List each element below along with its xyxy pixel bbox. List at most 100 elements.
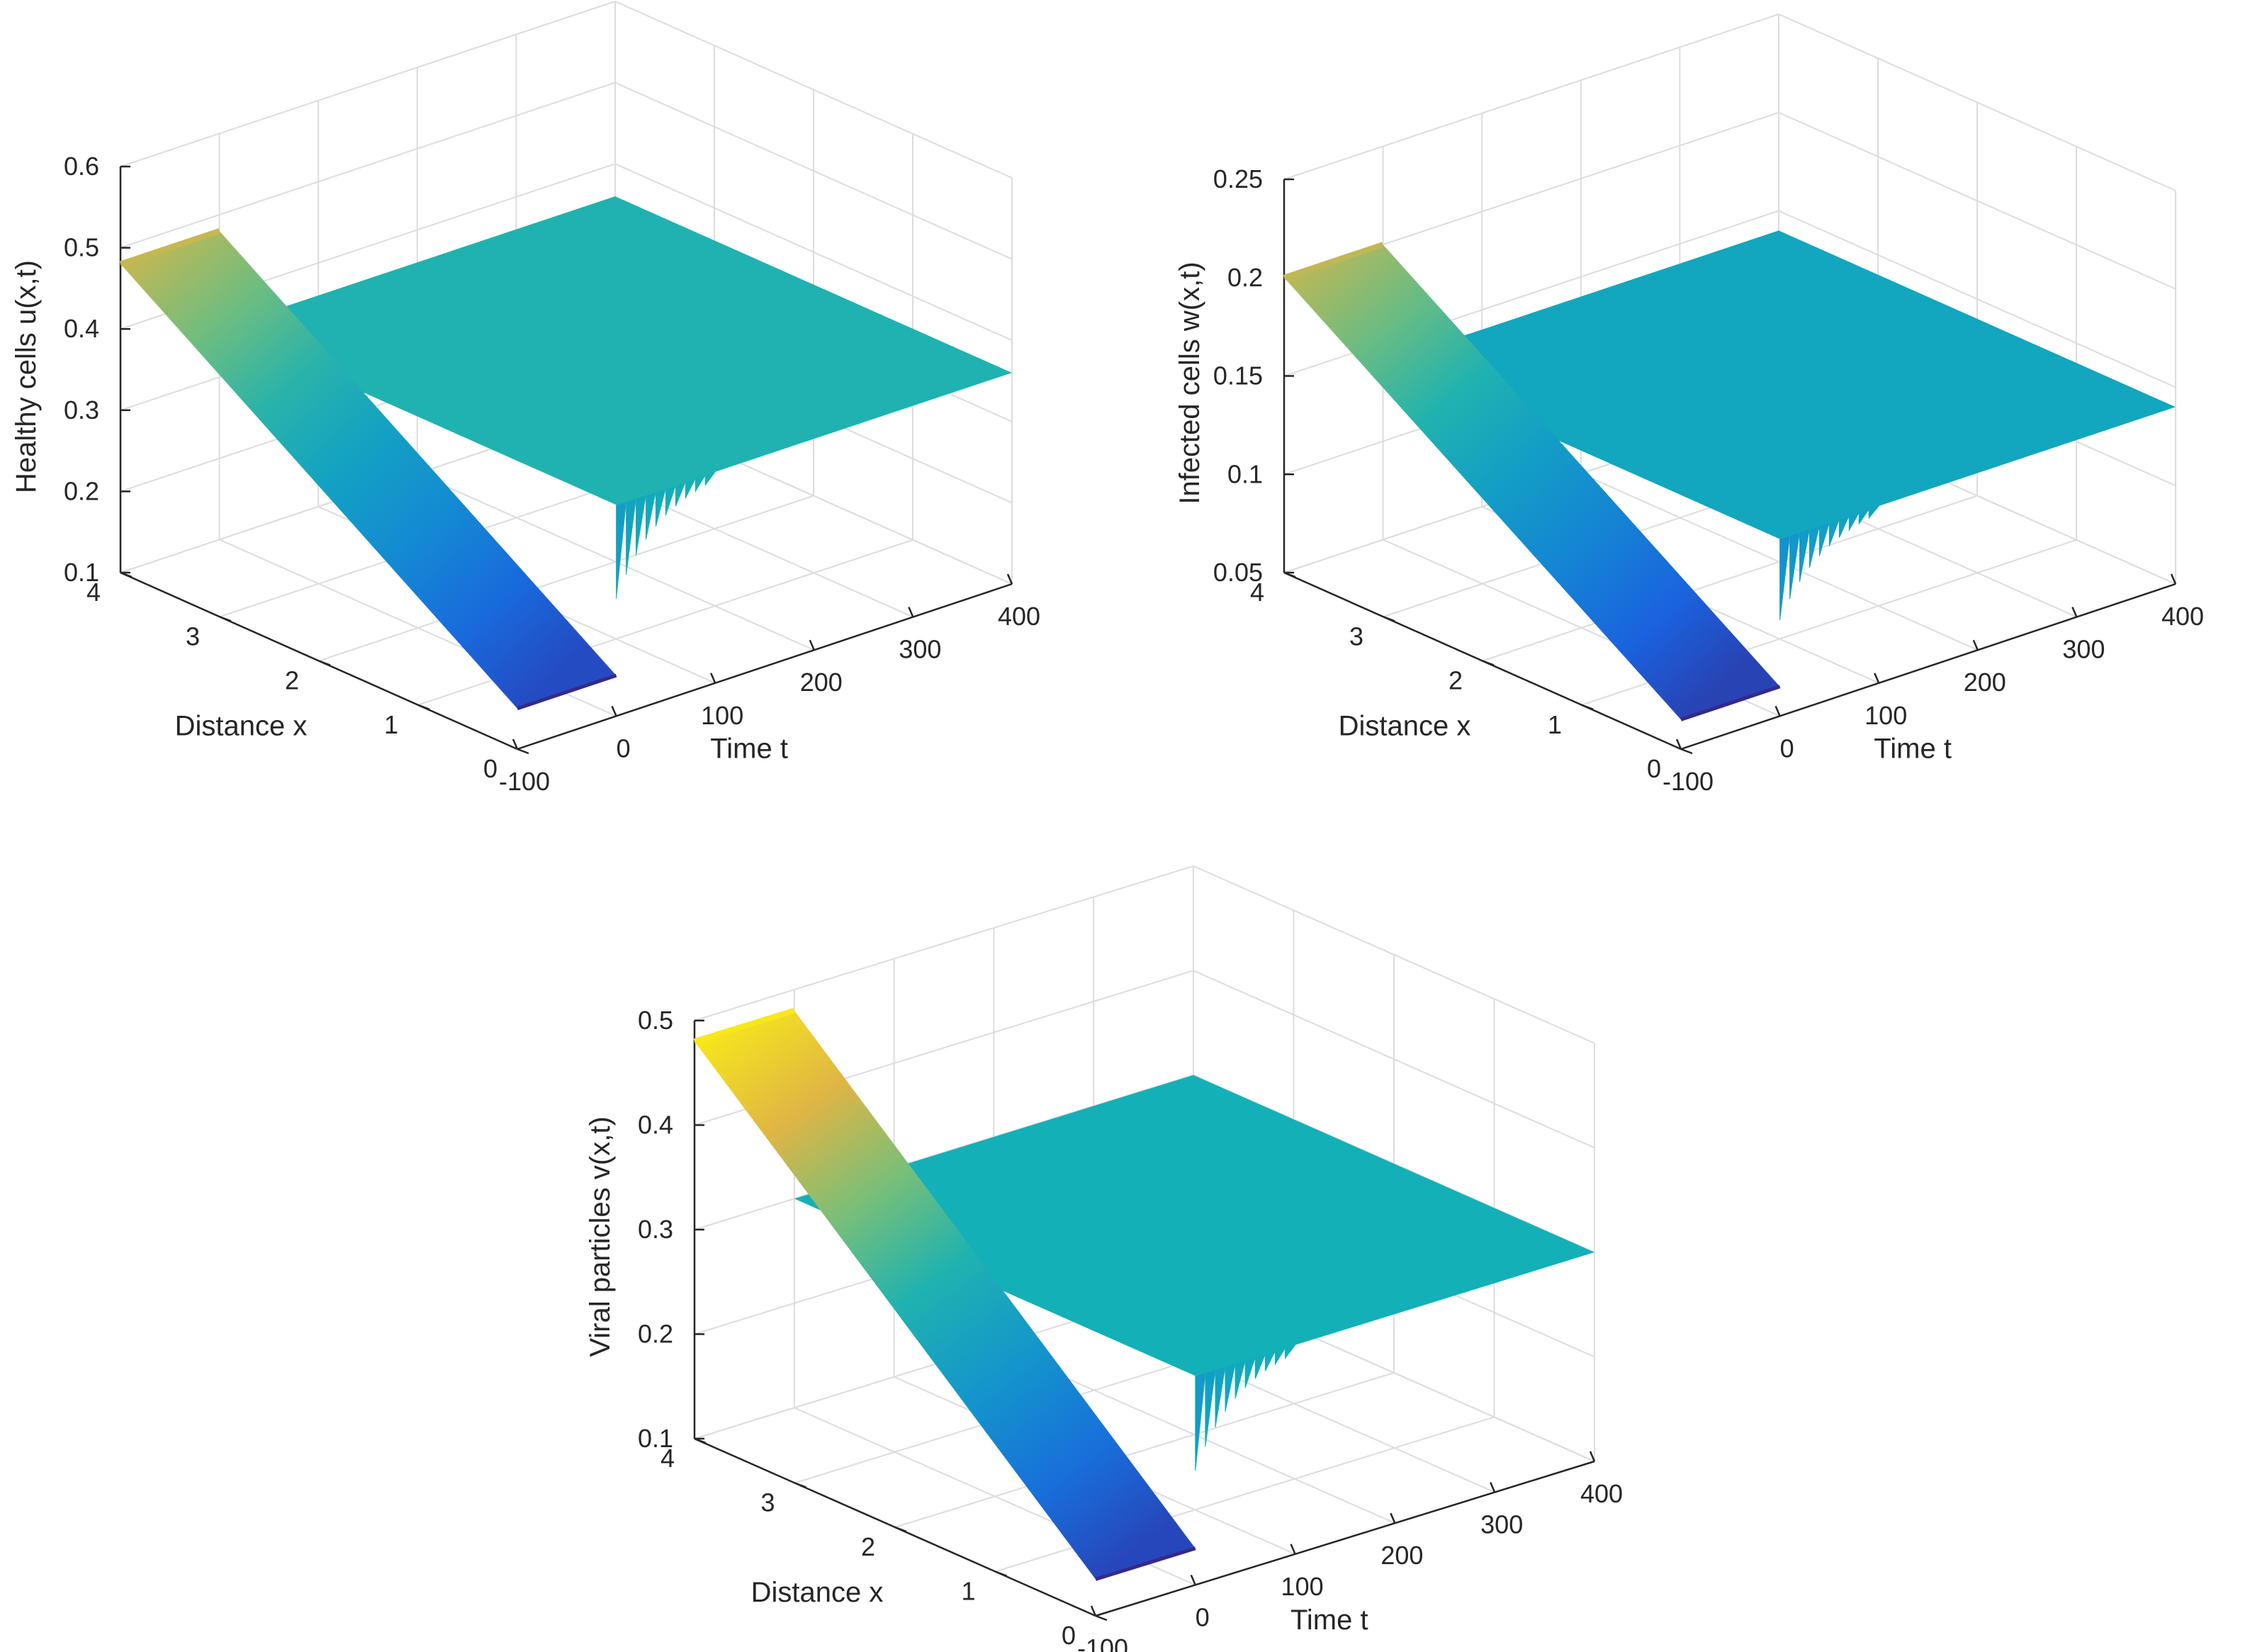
z-tick-label: 0.2 <box>638 1320 673 1349</box>
tick-mark <box>1972 639 1979 651</box>
z-tick-label: 0.15 <box>1213 361 1263 390</box>
x-tick-label: 3 <box>186 622 200 651</box>
oscillation-tooth <box>1215 1366 1226 1428</box>
t-tick-label: 100 <box>1864 701 1907 730</box>
oscillation-tooth <box>694 474 707 493</box>
surface <box>1283 230 2176 721</box>
oscillation-tooth <box>1234 1359 1246 1399</box>
tick-mark <box>1874 673 1880 684</box>
x-tick-label: 3 <box>1349 622 1363 651</box>
x-tick-label: 0 <box>1647 754 1661 783</box>
x-tick-label: 1 <box>1548 710 1562 739</box>
t-axis-label: Time t <box>1874 733 1952 764</box>
oscillation-tooth <box>1799 528 1811 583</box>
t-tick-label: -100 <box>499 767 550 796</box>
t-axis-label: Time t <box>1290 1605 1368 1636</box>
z-tick-label: 0.1 <box>64 558 99 587</box>
x-tick-label: 2 <box>861 1532 875 1561</box>
z-tick-label: 0.1 <box>1227 459 1263 488</box>
z-tick-label: 0.5 <box>64 233 99 262</box>
grid-line <box>1778 13 2176 191</box>
z-tick-label: 0.25 <box>1213 164 1263 193</box>
x-tick-label: 1 <box>961 1577 975 1606</box>
oscillation-tooth <box>1858 508 1870 525</box>
z-tick-label: 0.3 <box>64 395 99 425</box>
pre-transition-surface <box>120 230 617 709</box>
x-tick-label: 2 <box>1449 666 1463 695</box>
oscillation-tooth <box>685 478 697 499</box>
oscillation-tooth <box>1285 1344 1296 1359</box>
tick-mark <box>1383 616 1395 622</box>
z-tick-label: 0.2 <box>64 476 99 505</box>
t-tick-label: 300 <box>1480 1510 1523 1539</box>
x-axis-label: Distance x <box>751 1577 884 1608</box>
t-tick-label: 0 <box>617 734 631 763</box>
grid-line <box>694 865 1194 1021</box>
tick-mark <box>1680 748 1693 755</box>
tick-mark <box>995 1570 1007 1577</box>
t-tick-labels: -100 0 100 200 300 400 <box>1077 1479 1623 1652</box>
z-axis-label: Infected cells w(x,t) <box>1174 262 1205 504</box>
t-tick-label: 400 <box>2161 602 2204 631</box>
grid-line <box>1580 473 1979 651</box>
oscillation-tooth <box>1274 1347 1286 1366</box>
time-axis-line <box>1680 583 2176 751</box>
surface-top-edge <box>693 1008 795 1045</box>
oscillation-tooth <box>626 498 637 575</box>
oscillation-tooth <box>1254 1354 1266 1379</box>
t-tick-label: 200 <box>800 668 843 697</box>
healthy-cells-panel: 0 1 2 3 4 -100 0 100 200 300 400 0.1 0.2… <box>11 1 1040 796</box>
tick-mark <box>1290 1544 1296 1555</box>
viral-particles-panel: 0 1 2 3 4 -100 0 100 200 300 400 0.1 0.2… <box>585 865 1623 1652</box>
x-tick-label: 4 <box>86 578 101 607</box>
grid-line <box>120 82 616 249</box>
tick-mark <box>809 639 815 651</box>
t-tick-label: -100 <box>1663 767 1714 796</box>
tick-mark <box>1482 660 1495 666</box>
grid-line <box>1482 495 1978 662</box>
steady-state-plateau <box>794 1075 1594 1376</box>
oscillation-tooth <box>1789 532 1801 600</box>
t-tick-label: -100 <box>1077 1634 1128 1652</box>
tick-mark <box>2170 573 2177 585</box>
oscillation-tooth <box>1818 522 1830 556</box>
oscillation-tooth <box>704 471 716 487</box>
x-tick-labels: 0 1 2 3 4 <box>1250 578 1661 783</box>
grid-line <box>894 1372 1395 1528</box>
tick-mark <box>1581 704 1594 710</box>
t-tick-label: 200 <box>1964 668 2006 697</box>
x-tick-label: 3 <box>760 1488 775 1517</box>
grid-line <box>1283 13 1779 180</box>
grid-line <box>318 495 814 662</box>
oscillation-tooth <box>655 488 667 527</box>
z-tick-label: 0.05 <box>1213 558 1263 587</box>
x-axis-label: Distance x <box>175 711 308 742</box>
infected-cells-panel: 0 1 2 3 4 -100 0 100 200 300 400 0.05 0.… <box>1174 13 2204 796</box>
t-tick-labels: -100 0 100 200 300 400 <box>499 602 1040 796</box>
z-tick-label: 0.1 <box>638 1424 673 1453</box>
x-tick-label: 4 <box>660 1444 675 1473</box>
oscillation-tooth <box>1848 512 1860 532</box>
tick-mark <box>1675 738 1682 750</box>
grid-line <box>1193 865 1595 1044</box>
oscillation-tooth <box>665 484 677 516</box>
oscillation-tooth <box>1779 535 1791 621</box>
x-tick-label: 0 <box>483 754 497 783</box>
tick-mark <box>2071 607 2078 618</box>
z-axis-label: Viral particles v(x,t) <box>585 1116 616 1356</box>
surface-bottom-edge <box>1680 685 1781 721</box>
surface <box>119 196 1013 711</box>
x-tick-label: 4 <box>1250 578 1264 607</box>
oscillation-tooth <box>1205 1369 1216 1447</box>
tick-mark <box>894 1526 907 1533</box>
oscillation-tooth <box>675 481 687 507</box>
time-axis-line <box>1095 1460 1595 1617</box>
oscillation-tooth <box>1244 1356 1256 1388</box>
surface-bottom-edge <box>1095 1546 1196 1581</box>
tick-mark <box>1190 1574 1196 1585</box>
tick-mark <box>219 616 232 622</box>
oscillation-tooth <box>616 501 627 599</box>
steady-state-plateau <box>219 196 1013 505</box>
tick-mark <box>1490 1482 1496 1493</box>
